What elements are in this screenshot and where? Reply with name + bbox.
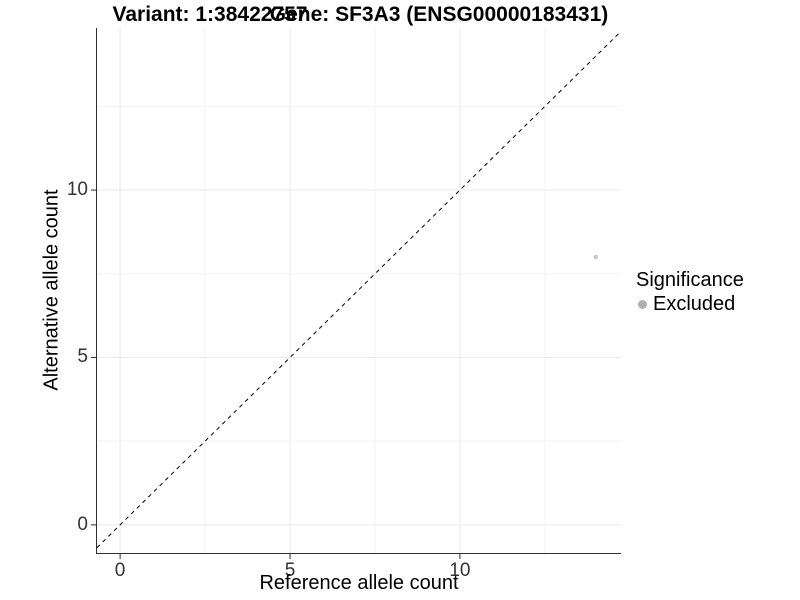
y-tick-label: 0	[77, 513, 88, 535]
data-point	[593, 254, 599, 260]
y-tick-label: 5	[77, 346, 88, 368]
legend-title: Significance	[636, 269, 744, 291]
x-tick-label: 5	[284, 560, 296, 581]
identity-line	[96, 30, 622, 548]
legend-item-excluded: Excluded	[636, 293, 744, 316]
legend: Significance Excluded	[636, 269, 744, 316]
legend-key-dot	[638, 300, 647, 309]
x-tick-label: 10	[449, 560, 471, 581]
y-axis-title: Alternative allele count	[40, 189, 63, 391]
x-axis-title: Reference allele count	[259, 572, 459, 594]
x-tick-label: 0	[114, 560, 126, 581]
plot-title-gene: Gene: SF3A3 (ENSG00000183431)	[269, 3, 609, 26]
legend-item-label: Excluded	[653, 293, 736, 315]
y-tick-label: 10	[66, 179, 88, 201]
plot-title-variant: Variant: 1:38422757	[112, 3, 308, 26]
